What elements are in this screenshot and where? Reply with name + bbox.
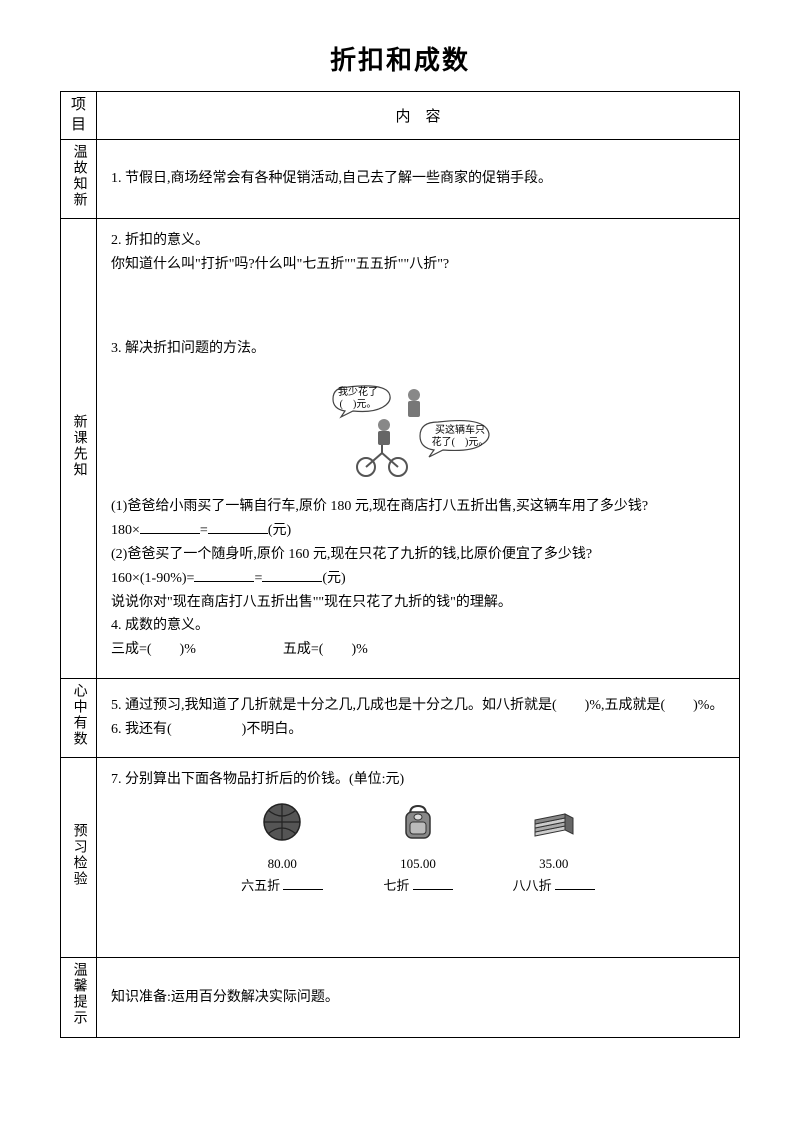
row4-content: 7. 分别算出下面各物品打折后的价钱。(单位:元) 80.00 六五折 (97, 758, 740, 958)
q2-title: 2. 折扣的意义。 (111, 229, 725, 253)
formula-text: 160×(1-90%)= (111, 571, 194, 586)
fill-text: 三成=( )% (111, 642, 196, 657)
q2-text: 你知道什么叫"打折"吗?什么叫"七五折""五五折""八折"? (111, 253, 725, 277)
worksheet-table: 项目 内 容 温故知新 1. 节假日,商场经常会有各种促销活动,自己去了解一些商… (60, 91, 740, 1038)
q3-3-text: 说说你对"现在商店打八五折出售""现在只花了九折的钱"的理解。 (111, 591, 725, 615)
header-col1: 项目 (61, 92, 97, 140)
q3-1-formula: 180× = (元) (111, 519, 725, 543)
page-title: 折扣和成数 (60, 40, 740, 77)
row2-content: 2. 折扣的意义。 你知道什么叫"打折"吗?什么叫"七五折""五五折""八折"?… (97, 219, 740, 679)
row5-content: 知识准备:运用百分数解决实际问题。 (97, 958, 740, 1037)
q3-2-formula: 160×(1-90%)= = (元) (111, 567, 725, 591)
blank-field[interactable] (283, 876, 323, 890)
bubble2-line1: 买这辆车只 (435, 423, 485, 436)
q6-text: 6. 我还有( )不明白。 (111, 718, 725, 742)
q7-text: 7. 分别算出下面各物品打折后的价钱。(单位:元) (111, 768, 725, 792)
table-row: 新课先知 2. 折扣的意义。 你知道什么叫"打折"吗?什么叫"七五折""五五折"… (61, 219, 740, 679)
header-col2: 内 容 (97, 92, 740, 140)
q5-text: 5. 通过预习,我知道了几折就是十分之几,几成也是十分之几。如八折就是( )%,… (111, 694, 725, 718)
item-fold: 八八折 (513, 875, 595, 897)
table-row: 心中有数 5. 通过预习,我知道了几折就是十分之几,几成也是十分之几。如八折就是… (61, 679, 740, 758)
q3-2-text: (2)爸爸买了一个随身听,原价 160 元,现在只花了九折的钱,比原价便宜了多少… (111, 543, 725, 567)
people-bike-illustration: 我少花了 ( )元。 买这辆车只 花了( )元。 (288, 367, 548, 477)
table-row: 预习检验 7. 分别算出下面各物品打折后的价钱。(单位:元) 80.00 六五折 (61, 758, 740, 958)
row1-content: 1. 节假日,商场经常会有各种促销活动,自己去了解一些商家的促销手段。 (97, 140, 740, 219)
item-basketball: 80.00 六五折 (241, 800, 323, 897)
fill-text: 五成=( )% (283, 642, 368, 657)
table-row: 温馨提示 知识准备:运用百分数解决实际问题。 (61, 958, 740, 1037)
basketball-icon (260, 800, 304, 844)
row1-label-text: 温故知新 (69, 144, 87, 208)
backpack-icon (396, 800, 440, 844)
books-icon (529, 800, 579, 844)
bubble2-line2: 花了( )元。 (432, 435, 489, 448)
bubble1-line2: ( )元。 (340, 399, 377, 410)
blank-field[interactable] (262, 568, 322, 582)
item-price: 105.00 (383, 853, 452, 875)
formula-text: = (254, 571, 262, 586)
row1-label: 温故知新 (61, 140, 97, 219)
formula-text: 180× (111, 523, 140, 538)
row3-label: 心中有数 (61, 679, 97, 758)
formula-text: (元) (322, 571, 345, 586)
illustration: 我少花了 ( )元。 买这辆车只 花了( )元。 (111, 367, 725, 486)
formula-text: (元) (268, 523, 291, 538)
formula-text: = (200, 523, 208, 538)
row5-label: 温馨提示 (61, 958, 97, 1037)
blank-field[interactable] (208, 520, 268, 534)
item-backpack: 105.00 七折 (383, 800, 452, 897)
q4-title: 4. 成数的意义。 (111, 614, 725, 638)
item-fold: 七折 (383, 875, 452, 897)
row4-label: 预习检验 (61, 758, 97, 958)
items-row: 80.00 六五折 105.00 七折 (111, 800, 725, 897)
table-row: 温故知新 1. 节假日,商场经常会有各种促销活动,自己去了解一些商家的促销手段。 (61, 140, 740, 219)
q3-1-text: (1)爸爸给小雨买了一辆自行车,原价 180 元,现在商店打八五折出售,买这辆车… (111, 495, 725, 519)
bubble1-line1: 我少花了 (338, 385, 378, 398)
blank-field[interactable] (555, 876, 595, 890)
blank-field[interactable] (194, 568, 254, 582)
row3-label-text: 心中有数 (69, 683, 87, 747)
item-price: 35.00 (513, 853, 595, 875)
row2-label: 新课先知 (61, 219, 97, 679)
item-price: 80.00 (241, 853, 323, 875)
blank-field[interactable] (140, 520, 200, 534)
row2-label-text: 新课先知 (69, 414, 87, 478)
row4-label-text: 预习检验 (69, 823, 87, 887)
q4-fill: 三成=( )% 五成=( )% (111, 638, 725, 662)
row3-content: 5. 通过预习,我知道了几折就是十分之几,几成也是十分之几。如八折就是( )%,… (97, 679, 740, 758)
q3-title: 3. 解决折扣问题的方法。 (111, 337, 725, 361)
row5-label-text: 温馨提示 (69, 962, 87, 1026)
item-fold: 六五折 (241, 875, 323, 897)
table-header-row: 项目 内 容 (61, 92, 740, 140)
blank-field[interactable] (413, 876, 453, 890)
item-books: 35.00 八八折 (513, 800, 595, 897)
